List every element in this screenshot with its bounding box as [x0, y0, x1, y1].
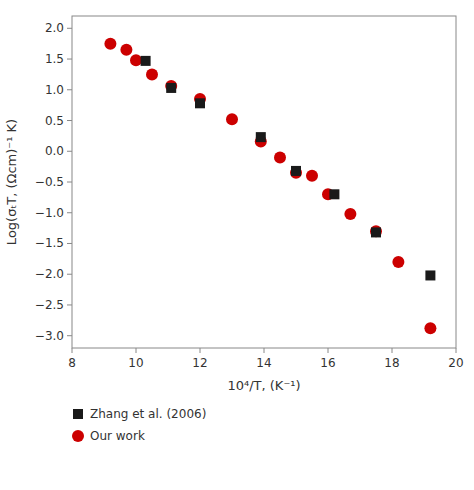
- point: [425, 270, 435, 280]
- legend-label: Our work: [90, 429, 145, 443]
- tick-label: 0.0: [45, 144, 64, 158]
- tick-mark: [136, 348, 137, 353]
- point: [146, 68, 158, 80]
- tick-mark: [67, 212, 72, 213]
- legend-marker: [72, 430, 84, 442]
- tick-label: 0.5: [45, 114, 64, 128]
- legend: Zhang et al. (2006) Our work: [72, 407, 206, 443]
- tick-label: 18: [384, 356, 399, 370]
- tick-label: 12: [192, 356, 207, 370]
- tick-label: 2.0: [45, 21, 64, 35]
- point: [424, 322, 436, 334]
- tick-mark: [67, 182, 72, 183]
- chart-container: 8 10 12 14 16 18 20 −3.0 −2.5 −2.0 −1.5 −1.0 −0.5 0.0…: [0, 0, 474, 490]
- chart-svg: 8 10 12 14 16 18 20 −3.0 −2.5 −2.0 −1.5 −1.0 −0.5 0.0…: [0, 0, 474, 490]
- tick-mark: [67, 120, 72, 121]
- tick-label: 14: [256, 356, 271, 370]
- tick-mark: [67, 59, 72, 60]
- legend-marker: [73, 409, 83, 419]
- tick-mark: [67, 304, 72, 305]
- point: [226, 113, 238, 125]
- point: [130, 54, 142, 66]
- point: [392, 256, 404, 268]
- series: [141, 56, 436, 281]
- tick-label: −0.5: [35, 175, 64, 189]
- point: [120, 44, 132, 56]
- tick-mark: [328, 348, 329, 353]
- tick-mark: [67, 274, 72, 275]
- point: [274, 151, 286, 163]
- tick-mark: [72, 348, 73, 353]
- tick-mark: [67, 335, 72, 336]
- point: [195, 98, 205, 108]
- point: [256, 132, 266, 142]
- tick-mark: [456, 348, 457, 353]
- point: [370, 225, 382, 237]
- point: [104, 38, 116, 50]
- x-axis-label: 10⁴/T, (K⁻¹): [227, 378, 300, 393]
- tick-mark: [67, 151, 72, 152]
- point: [291, 166, 301, 176]
- tick-mark: [392, 348, 393, 353]
- point: [141, 56, 151, 66]
- tick-label: −1.5: [35, 236, 64, 250]
- tick-label: 1.0: [45, 83, 64, 97]
- tick-label: 10: [128, 356, 143, 370]
- tick-label: 20: [448, 356, 463, 370]
- x-axis: 8 10 12 14 16 18 20: [68, 348, 463, 370]
- tick-label: 16: [320, 356, 335, 370]
- point: [306, 170, 318, 182]
- tick-mark: [67, 89, 72, 90]
- tick-mark: [264, 348, 265, 353]
- point: [329, 189, 339, 199]
- legend-label: Zhang et al. (2006): [90, 407, 206, 421]
- tick-mark: [200, 348, 201, 353]
- tick-mark: [67, 28, 72, 29]
- plot-frame: [72, 16, 456, 348]
- point: [166, 83, 176, 93]
- point: [290, 167, 302, 179]
- tick-label: −2.0: [35, 267, 64, 281]
- tick-label: 8: [68, 356, 76, 370]
- point: [344, 208, 356, 220]
- y-axis-label: Log(σₜT, (Ωcm)⁻¹ K): [4, 119, 19, 245]
- point: [165, 80, 177, 92]
- y-axis: −3.0 −2.5 −2.0 −1.5 −1.0 −0.5 0.0 0.5 1.0 1.5 2.0: [35, 21, 72, 342]
- series: [104, 38, 436, 335]
- marks: [104, 38, 436, 335]
- tick-label: −3.0: [35, 329, 64, 343]
- point: [371, 227, 381, 237]
- tick-label: 1.5: [45, 52, 64, 66]
- tick-label: −2.5: [35, 298, 64, 312]
- tick-label: −1.0: [35, 206, 64, 220]
- tick-mark: [67, 243, 72, 244]
